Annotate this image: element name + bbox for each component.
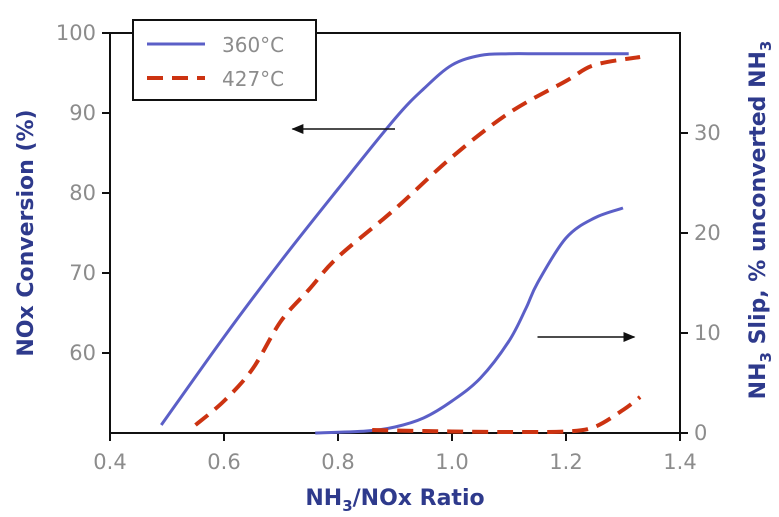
x-tick-label: 1.0 — [435, 450, 468, 474]
y-left-tick-label: 80 — [69, 181, 96, 205]
y-left-tick-label: 70 — [69, 261, 96, 285]
series-line-360-left — [160, 52, 629, 426]
x-tick-label: 1.2 — [549, 450, 582, 474]
y-right-tick-label: 10 — [694, 321, 721, 345]
legend-box — [132, 19, 317, 101]
y-left-axis-title: NOx Conversion (%) — [14, 109, 39, 356]
series-line-360-right — [315, 206, 624, 435]
legend-label-427: 427°C — [222, 67, 284, 91]
series-line-427-right — [372, 395, 642, 435]
x-ticks: 0.4 0.6 0.8 1.0 1.2 1.4 — [93, 433, 697, 474]
y-left-ticks: 60 70 80 90 100 — [56, 21, 110, 365]
y-left-tick-label: 90 — [69, 101, 96, 125]
y-left-tick-label: 100 — [56, 21, 96, 45]
series-layer — [160, 52, 642, 435]
y-right-ticks: 0 10 20 30 — [680, 121, 721, 445]
legend-label-360: 360°C — [222, 33, 284, 57]
x-axis-title: NH3/NOx Ratio — [305, 486, 484, 515]
arrows-layer — [291, 124, 636, 342]
x-tick-label: 1.4 — [663, 450, 696, 474]
y-right-tick-label: 20 — [694, 221, 721, 245]
legend: 360°C 427°C — [132, 19, 317, 101]
x-tick-label: 0.6 — [207, 450, 240, 474]
series-line-427-left — [194, 55, 641, 427]
x-tick-label: 0.4 — [93, 450, 126, 474]
y-right-axis-title: NH3 Slip, % unconverted NH3 — [746, 41, 775, 400]
y-right-tick-label: 30 — [694, 121, 721, 145]
y-left-tick-label: 60 — [69, 341, 96, 365]
x-tick-label: 0.8 — [321, 450, 354, 474]
y-right-tick-label: 0 — [694, 421, 707, 445]
